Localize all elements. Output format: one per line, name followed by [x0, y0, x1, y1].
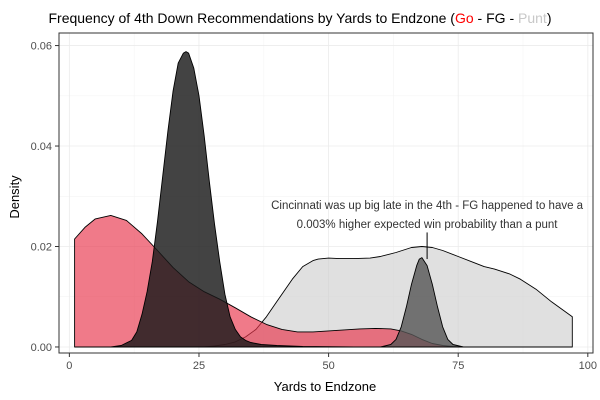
y-tick-label: 0.06: [31, 41, 52, 53]
title-go: Go: [455, 10, 474, 26]
axis-ticks: 0 25 50 75 100 0.00 0.02 0.04 0.06: [31, 32, 597, 372]
title-fg: FG: [486, 10, 505, 26]
y-tick-label: 0.02: [31, 242, 52, 254]
plot-panel-border: [58, 32, 594, 354]
x-tick-label: 100: [579, 360, 597, 372]
y-axis-title: Density: [7, 175, 22, 219]
x-axis-title: Yards to Endzone: [274, 379, 376, 394]
density-areas: [74, 51, 573, 348]
x-tick-label: 75: [452, 360, 464, 372]
x-tick-label: 25: [193, 360, 205, 372]
annotation: Cincinnati was up big late in the 4th - …: [271, 200, 584, 260]
y-tick-label: 0.04: [31, 141, 52, 153]
title-punt: Punt: [518, 10, 547, 26]
annotation-text-line-1: Cincinnati was up big late in the 4th - …: [271, 200, 584, 212]
area-fg: [110, 51, 459, 348]
chart-title: Frequency of 4th Down Recommendations by…: [48, 10, 551, 26]
x-tick-label: 0: [66, 360, 72, 372]
x-tick-label: 50: [322, 360, 334, 372]
area-fg-spike: [379, 257, 464, 348]
annotation-text-line-2: 0.003% higher expected win probability t…: [297, 219, 559, 231]
y-tick-label: 0.00: [31, 342, 52, 354]
